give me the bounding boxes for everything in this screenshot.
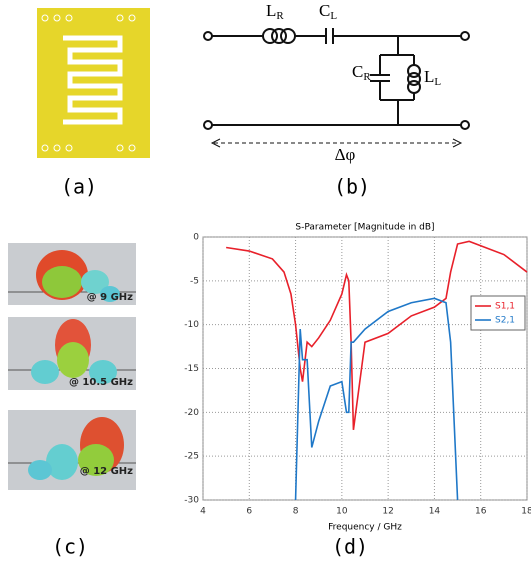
x-axis-label: Frequency / GHz: [328, 523, 402, 533]
label-sub: R: [276, 10, 284, 22]
label-main: C: [319, 1, 330, 20]
y-tick-label: -25: [184, 452, 199, 462]
circuit: [203, 28, 470, 148]
component-label: LR: [266, 1, 284, 22]
phase-label: Δφ: [335, 145, 356, 164]
x-tick-label: 8: [293, 507, 299, 517]
y-tick-label: -30: [184, 496, 199, 506]
legend-label: S1,1: [495, 302, 515, 312]
antenna-image: [37, 8, 150, 158]
label-main: L: [266, 1, 276, 20]
component-label: CL: [319, 1, 337, 22]
y-tick-label: -10: [184, 320, 199, 330]
label-main: C: [352, 62, 363, 81]
x-tick-label: 18: [521, 507, 531, 517]
y-tick-label: -5: [190, 276, 199, 286]
y-tick-label: 0: [193, 233, 199, 243]
legend-label: S2,1: [495, 316, 515, 326]
x-tick-label: 6: [246, 507, 252, 517]
x-tick-label: 4: [200, 507, 206, 517]
y-tick-label: -20: [184, 408, 199, 418]
x-tick-label: 16: [475, 507, 487, 517]
component-label: LL: [424, 67, 441, 88]
label-main: L: [424, 67, 434, 86]
y-tick-label: -15: [184, 364, 199, 374]
pattern-image: [8, 243, 136, 305]
x-tick-label: 14: [429, 507, 441, 517]
legend-box: [470, 295, 526, 331]
pattern-label: @ 12 GHz: [80, 466, 133, 477]
label-sub: L: [330, 10, 337, 22]
panel-label: (c): [52, 535, 88, 559]
component-label: CR: [352, 62, 371, 83]
pattern-label: @ 9 GHz: [87, 292, 133, 303]
series-line: [226, 240, 528, 430]
panel-label: (b): [334, 175, 370, 199]
pattern-image: [8, 317, 136, 390]
x-tick-label: 12: [382, 507, 393, 517]
chart-title: S-Parameter [Magnitude in dB]: [295, 223, 434, 233]
panel-label: (a): [61, 175, 97, 199]
panel-label: (d): [332, 535, 368, 559]
x-tick-label: 10: [336, 507, 348, 517]
label-sub: L: [434, 76, 441, 88]
pattern-image: [8, 410, 136, 490]
label-sub: R: [363, 71, 371, 83]
pattern-label: @ 10.5 GHz: [69, 377, 133, 388]
